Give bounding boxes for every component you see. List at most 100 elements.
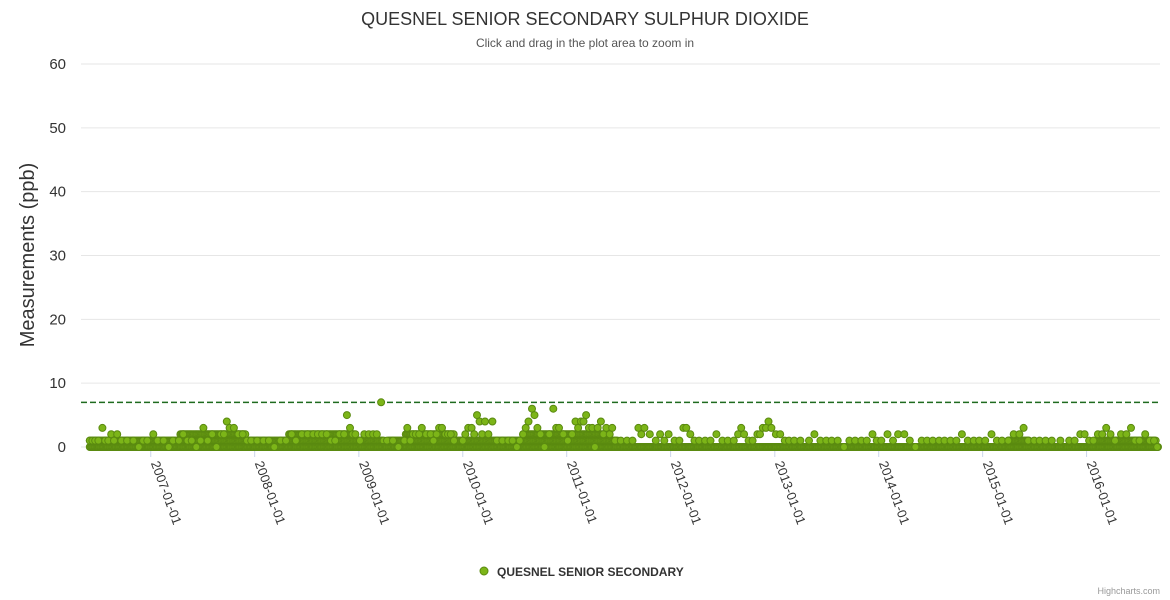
data-point[interactable] [729, 436, 738, 445]
data-point[interactable] [143, 436, 152, 445]
data-point[interactable] [530, 411, 539, 420]
data-point[interactable] [712, 430, 721, 439]
credits-link[interactable]: Highcharts.com [1097, 586, 1160, 596]
series-points[interactable] [85, 398, 1162, 451]
data-point[interactable] [555, 423, 563, 432]
data-point[interactable] [450, 436, 458, 445]
data-point[interactable] [563, 436, 572, 445]
data-point[interactable] [987, 430, 996, 439]
data-point[interactable] [545, 430, 554, 439]
data-point[interactable] [488, 417, 497, 426]
data-point[interactable] [134, 443, 143, 451]
data-point[interactable] [291, 436, 300, 445]
data-point[interactable] [238, 430, 247, 439]
data-point[interactable] [179, 430, 188, 439]
data-point[interactable] [574, 423, 583, 432]
data-point[interactable] [628, 436, 637, 445]
data-point[interactable] [1080, 430, 1089, 439]
data-point[interactable] [113, 430, 122, 439]
data-point[interactable] [192, 443, 201, 451]
data-point[interactable] [1015, 430, 1024, 439]
data-point[interactable] [957, 430, 966, 439]
data-point[interactable] [389, 436, 397, 445]
data-point[interactable] [372, 430, 381, 439]
data-point[interactable] [651, 436, 660, 445]
data-point[interactable] [682, 423, 691, 432]
data-point[interactable] [394, 443, 403, 451]
data-point[interactable] [706, 436, 715, 445]
data-point[interactable] [568, 430, 577, 439]
data-point[interactable] [645, 430, 654, 439]
data-point[interactable] [159, 436, 168, 445]
data-point[interactable] [229, 423, 238, 432]
data-point[interactable] [94, 436, 103, 445]
data-point[interactable] [219, 430, 228, 439]
data-point[interactable] [656, 430, 665, 439]
data-point[interactable] [549, 404, 558, 413]
data-point[interactable] [196, 436, 205, 445]
data-point[interactable] [342, 411, 351, 420]
data-point[interactable] [199, 423, 208, 432]
data-point[interactable] [1127, 423, 1135, 432]
data-point[interactable] [264, 436, 273, 445]
data-point[interactable] [270, 443, 279, 451]
data-point[interactable] [582, 411, 591, 420]
data-point[interactable] [952, 436, 961, 445]
data-point[interactable] [877, 436, 886, 445]
data-point[interactable] [508, 436, 517, 445]
data-point[interactable] [110, 436, 118, 445]
data-point[interactable] [429, 436, 438, 445]
data-point[interactable] [776, 430, 785, 439]
data-point[interactable] [1056, 436, 1065, 445]
data-point[interactable] [1089, 436, 1098, 445]
data-point[interactable] [900, 430, 909, 439]
data-point[interactable] [282, 436, 290, 445]
data-point[interactable] [208, 430, 217, 439]
data-point[interactable] [515, 436, 524, 445]
data-point[interactable] [911, 443, 920, 451]
data-point[interactable] [98, 423, 107, 432]
data-point[interactable] [438, 423, 446, 432]
data-point[interactable] [1153, 443, 1162, 451]
data-point[interactable] [1135, 436, 1144, 445]
data-point[interactable] [536, 430, 545, 439]
data-point[interactable] [521, 423, 530, 432]
data-point[interactable] [524, 417, 533, 426]
data-point[interactable] [470, 430, 479, 439]
data-point[interactable] [481, 417, 489, 426]
data-point[interactable] [351, 430, 360, 439]
data-point[interactable] [533, 423, 542, 432]
data-point[interactable] [174, 436, 183, 445]
data-point[interactable] [212, 443, 221, 451]
data-point[interactable] [767, 423, 776, 432]
data-point[interactable] [686, 430, 695, 439]
data-point[interactable] [461, 430, 470, 439]
data-point[interactable] [322, 430, 331, 439]
data-point[interactable] [331, 436, 340, 445]
data-point[interactable] [590, 443, 599, 451]
data-point[interactable] [675, 436, 684, 445]
data-point[interactable] [796, 436, 805, 445]
data-point[interactable] [1102, 423, 1111, 432]
legend-label[interactable]: QUESNEL SENIOR SECONDARY [497, 565, 684, 579]
data-point[interactable] [883, 430, 892, 439]
data-point[interactable] [446, 430, 455, 439]
data-point[interactable] [862, 436, 871, 445]
data-point[interactable] [737, 423, 746, 432]
data-point[interactable] [417, 423, 426, 432]
data-point[interactable] [1106, 430, 1115, 439]
data-point[interactable] [1111, 436, 1119, 445]
data-point[interactable] [403, 423, 412, 432]
data-point[interactable] [764, 417, 773, 426]
data-point[interactable] [981, 436, 990, 445]
data-point[interactable] [1070, 436, 1079, 445]
data-point[interactable] [640, 423, 649, 432]
data-point[interactable] [1098, 430, 1107, 439]
data-point[interactable] [889, 436, 897, 445]
data-point[interactable] [129, 436, 138, 445]
data-point[interactable] [805, 436, 813, 445]
data-point[interactable] [596, 417, 605, 426]
data-point[interactable] [222, 417, 231, 426]
data-point[interactable] [1047, 436, 1056, 445]
data-point[interactable] [664, 430, 673, 439]
